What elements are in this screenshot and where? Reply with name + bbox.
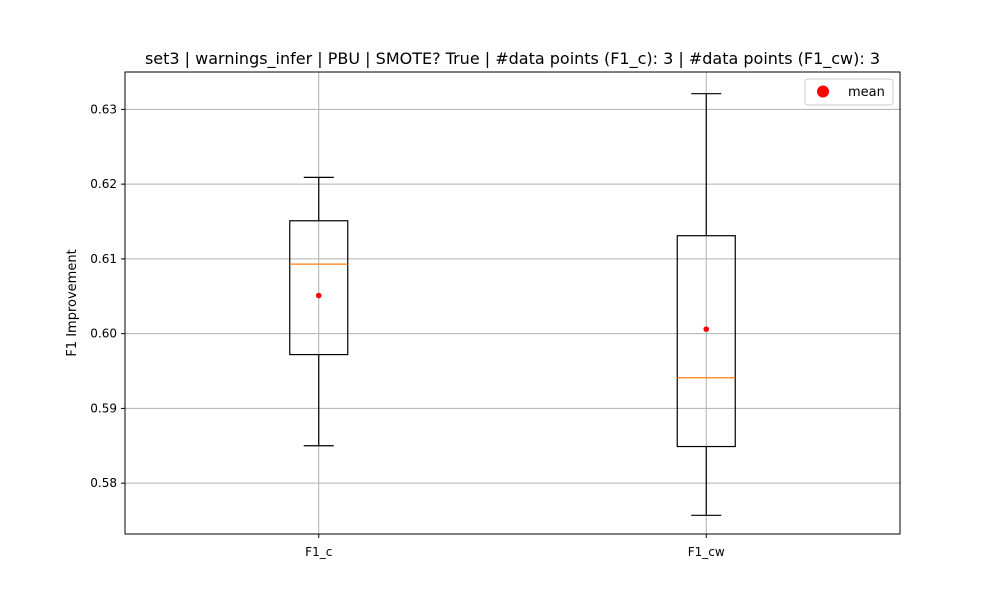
- y-tick-label: 0.59: [90, 401, 117, 415]
- y-tick-label: 0.58: [90, 476, 117, 490]
- iqr-box: [289, 220, 349, 356]
- box-group-f1-cw: [676, 93, 736, 516]
- legend: mean: [804, 78, 894, 106]
- legend-mean-marker: [817, 85, 829, 98]
- x-tick-label: F1_cw: [688, 545, 725, 559]
- x-tick-label: F1_c: [305, 545, 332, 559]
- tick-layer: 0.58 0.59 0.60 0.61 0.62 0.63 F1_c F1_cw: [90, 102, 725, 559]
- y-tick-label: 0.61: [90, 252, 117, 266]
- plot-area-frame: [124, 71, 901, 535]
- box-group-f1-c: [289, 176, 349, 447]
- mean-point: [315, 292, 322, 299]
- y-tick-label: 0.63: [90, 102, 117, 116]
- y-tick-label: 0.62: [90, 177, 117, 191]
- y-tick-label: 0.60: [90, 327, 117, 341]
- box-layer: [289, 93, 736, 516]
- grid-layer: [125, 72, 900, 534]
- y-axis-label: F1 Improvement: [65, 249, 80, 356]
- legend-mean-label: mean: [848, 85, 885, 100]
- chart-title: set3 | warnings_infer | PBU | SMOTE? Tru…: [145, 49, 880, 69]
- mean-point: [703, 326, 710, 332]
- legend-frame: [804, 78, 894, 106]
- iqr-box: [676, 235, 736, 448]
